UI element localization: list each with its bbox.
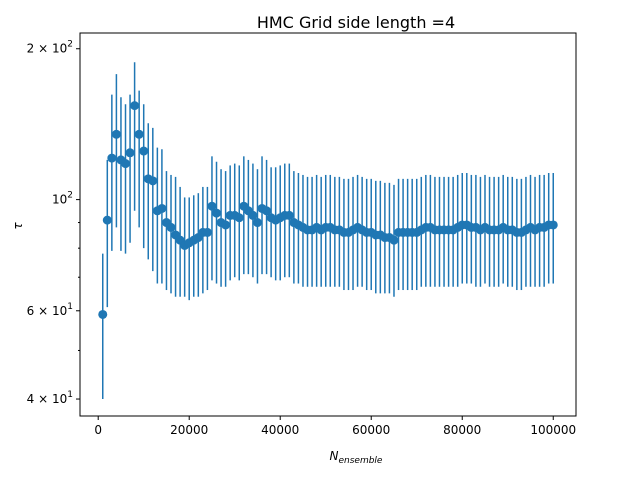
data-point — [130, 101, 140, 111]
plot-area — [98, 62, 558, 400]
y-tick-label: 6 × 101 — [27, 302, 73, 318]
data-point — [98, 309, 108, 319]
data-point — [389, 235, 399, 245]
x-axis-label-sub: ensemble — [338, 456, 382, 466]
data-point — [148, 176, 158, 186]
x-tick-label: 100000 — [530, 423, 576, 437]
data-point — [139, 146, 149, 156]
y-tick-label: 2 × 102 — [27, 40, 73, 56]
data-point — [121, 159, 131, 169]
data-point — [111, 129, 121, 139]
x-tick-label: 0 — [94, 423, 102, 437]
x-tick-label: 60000 — [352, 423, 390, 437]
data-point — [102, 215, 112, 225]
data-point — [262, 206, 272, 216]
y-axis: 4 × 101 6 × 101 102 2 × 102 — [27, 40, 80, 406]
chart-title: HMC Grid side length =4 — [257, 13, 455, 32]
data-point — [252, 218, 262, 228]
data-point — [125, 148, 135, 158]
x-axis: 0 20000 40000 60000 80000 100000 — [94, 416, 576, 437]
data-point — [548, 220, 558, 230]
data-point — [234, 213, 244, 223]
y-axis-label: τ — [11, 222, 25, 230]
y-tick-label: 4 × 101 — [27, 390, 73, 406]
data-point — [166, 222, 176, 232]
data-point — [284, 210, 294, 220]
data-point — [202, 227, 212, 237]
x-tick-label: 80000 — [443, 423, 481, 437]
x-axis-label: Nensemble — [330, 449, 383, 466]
data-point — [134, 129, 144, 139]
data-point — [107, 153, 117, 163]
axes-frame — [79, 32, 577, 417]
data-point — [221, 220, 231, 230]
x-tick-label: 20000 — [170, 423, 208, 437]
x-axis-label-main: N — [330, 449, 339, 463]
y-tick-label: 102 — [52, 191, 73, 207]
data-point — [207, 201, 217, 211]
x-tick-label: 40000 — [261, 423, 299, 437]
data-point — [212, 208, 222, 218]
data-point — [157, 203, 167, 213]
data-point — [248, 210, 258, 220]
